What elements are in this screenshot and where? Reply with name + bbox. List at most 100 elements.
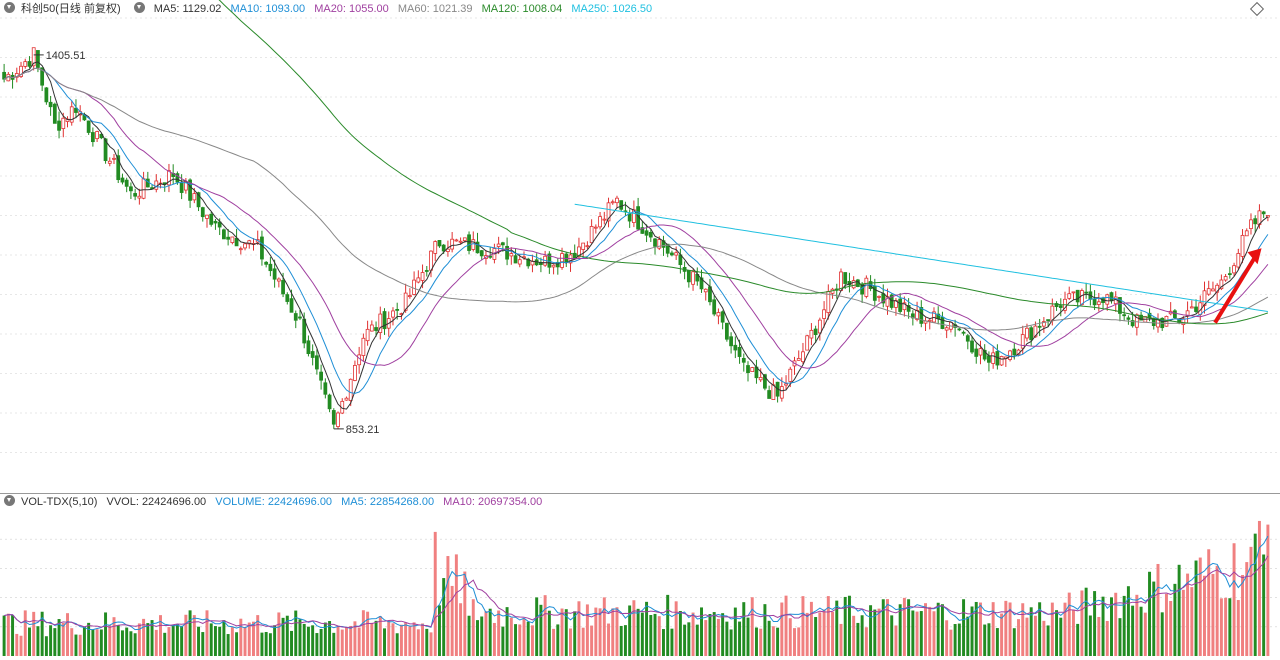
volume-bar [746, 617, 750, 656]
volume-bar [793, 628, 796, 656]
volume-bar [585, 604, 589, 656]
ma120-line [218, 0, 1269, 325]
candle-body [276, 278, 281, 282]
ma-settings-icon[interactable] [133, 2, 145, 13]
volume-bar [108, 625, 112, 656]
volume-bar [1038, 602, 1042, 656]
candle-body [1041, 321, 1046, 327]
volume-bar [387, 620, 391, 656]
volume-bar [188, 610, 192, 656]
volume-bar [247, 622, 251, 656]
volume-bar [928, 606, 932, 656]
trend-arrow-shaft [1213, 255, 1258, 324]
candle-body [674, 252, 679, 256]
volume-bar [886, 599, 889, 656]
volume-bar [983, 624, 987, 656]
candle-body [965, 335, 970, 342]
volume-bar [1017, 619, 1020, 656]
volume-bar [1084, 587, 1088, 656]
candle-body [183, 181, 188, 191]
candle-body [1244, 230, 1249, 237]
candle-body [420, 272, 425, 281]
candle-body [1109, 292, 1114, 302]
volume-bar [1101, 596, 1105, 656]
candle-body [1096, 301, 1101, 305]
candle-body [1122, 314, 1127, 317]
volume-bar [404, 622, 408, 656]
candle-body [331, 410, 336, 425]
candle-body [737, 346, 742, 357]
candle-body [598, 216, 602, 228]
volume-bar [759, 628, 763, 656]
candle-body [281, 280, 285, 295]
candle-body [315, 355, 319, 370]
volume-bar [636, 608, 640, 656]
volume-bar [750, 597, 754, 656]
volume-bar [142, 618, 146, 656]
volume-bar [936, 602, 940, 656]
candle-body [1025, 327, 1029, 339]
candle-body [1008, 350, 1012, 360]
main-legend: 科创50(日线 前复权) MA5: 1129.02 MA10: 1093.00 … [0, 1, 658, 17]
candle-body [441, 244, 446, 252]
candle-body [353, 365, 357, 381]
volume-bar [74, 634, 78, 656]
volume-bar [547, 610, 551, 656]
candle-body [551, 264, 556, 268]
volume-bar [66, 613, 69, 656]
volume-bar [902, 597, 906, 656]
volume-bar [1012, 628, 1016, 656]
candle-body [424, 270, 429, 272]
volume-bar [615, 607, 619, 656]
candle-body [336, 412, 340, 427]
candle-body [19, 65, 23, 77]
volume-bar [1000, 613, 1004, 656]
candle-body [771, 384, 776, 400]
volume-bar [395, 633, 399, 656]
volume-bar [1042, 620, 1046, 656]
volume-bar [281, 617, 285, 656]
candle-body [374, 327, 378, 331]
volume-bar [771, 626, 775, 656]
candle-body [234, 237, 239, 247]
collapse-icon[interactable] [4, 2, 15, 13]
volume-bar [15, 633, 19, 656]
candle-body [872, 286, 877, 301]
candle-body [644, 230, 649, 236]
candle-body [1130, 320, 1135, 327]
volume-bar [767, 620, 771, 656]
candle-body [864, 277, 869, 297]
volume-bar [1156, 563, 1160, 656]
volume-settings-icon[interactable] [4, 495, 15, 506]
volume-bar [754, 627, 758, 656]
volume-bar [163, 632, 167, 656]
volume-bar [894, 625, 898, 656]
low-label: 853.21 [346, 424, 380, 436]
vol-ma5-label: MA5: 22854268.00 [341, 496, 435, 508]
volume-bar [1160, 612, 1164, 656]
candle-body [1139, 314, 1143, 321]
volume-bar [171, 624, 175, 656]
volume-bar [1253, 533, 1257, 656]
candle-body [560, 253, 564, 268]
candle-body [238, 248, 243, 251]
candle-body [450, 238, 455, 250]
volume-bar [657, 616, 661, 656]
volume-bar [87, 622, 91, 656]
volume-bar [11, 615, 15, 656]
volume-bar [501, 626, 505, 656]
candle-body [1206, 288, 1211, 295]
volume-bar [898, 604, 902, 656]
volume-bar [268, 633, 272, 656]
volume-bar [1131, 605, 1135, 656]
volume-bar [1008, 602, 1012, 656]
volume-bar [344, 627, 348, 656]
volume-bar [1219, 598, 1223, 656]
volume-bar [1194, 560, 1198, 656]
volume-bar [535, 597, 539, 656]
volume-bar [784, 595, 788, 656]
volume-bar [1215, 565, 1219, 656]
ma5-label: MA5: 1129.02 [153, 3, 222, 15]
volume-bar [733, 607, 737, 656]
